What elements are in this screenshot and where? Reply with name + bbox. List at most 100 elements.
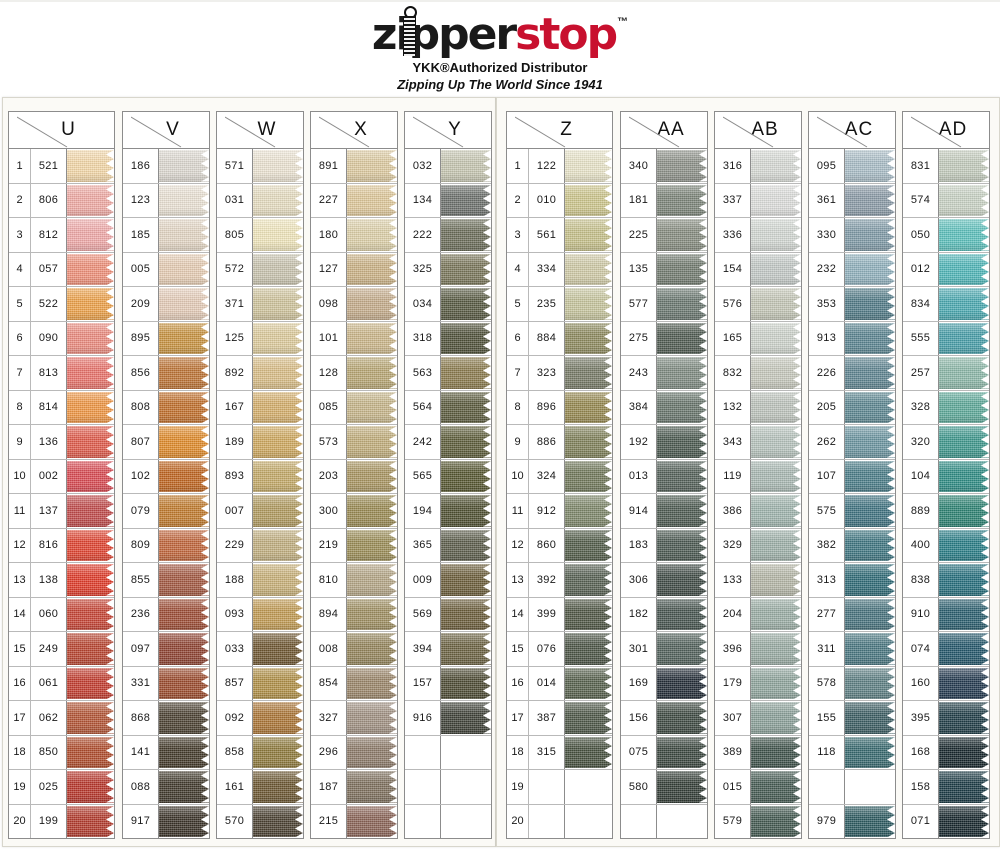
table-row[interactable]: 167	[217, 390, 303, 425]
table-row[interactable]: 838	[903, 563, 989, 598]
color-swatch[interactable]	[939, 597, 989, 631]
table-row[interactable]: 893	[217, 459, 303, 494]
table-row[interactable]: 384	[621, 390, 707, 425]
color-swatch[interactable]	[347, 287, 397, 321]
color-swatch[interactable]	[565, 183, 612, 217]
table-row[interactable]: 296	[311, 735, 397, 770]
table-row[interactable]: 8 896	[507, 390, 612, 425]
table-row[interactable]: 340	[621, 149, 707, 184]
table-row[interactable]: 013	[621, 459, 707, 494]
color-swatch[interactable]	[939, 287, 989, 321]
color-swatch[interactable]	[939, 735, 989, 769]
table-row[interactable]: 8 814	[9, 390, 114, 425]
color-swatch[interactable]	[939, 701, 989, 735]
table-row[interactable]: 858	[217, 735, 303, 770]
color-swatch[interactable]	[159, 563, 209, 597]
table-row[interactable]: 1 521	[9, 149, 114, 184]
color-swatch[interactable]	[845, 666, 895, 700]
table-row[interactable]: 128	[311, 356, 397, 391]
color-swatch[interactable]	[347, 494, 397, 528]
color-swatch[interactable]	[67, 563, 114, 597]
color-swatch[interactable]	[441, 149, 491, 183]
table-row[interactable]: 209	[123, 287, 209, 322]
table-row[interactable]	[405, 804, 491, 838]
color-swatch[interactable]	[657, 735, 707, 769]
color-swatch[interactable]	[441, 632, 491, 666]
table-row[interactable]: 320	[903, 425, 989, 460]
color-swatch[interactable]	[441, 597, 491, 631]
color-swatch[interactable]	[67, 597, 114, 631]
color-swatch[interactable]	[939, 632, 989, 666]
table-row[interactable]: 979	[809, 804, 895, 838]
table-row[interactable]: 203	[311, 459, 397, 494]
color-swatch[interactable]	[751, 390, 801, 424]
color-swatch[interactable]	[67, 804, 114, 838]
table-row[interactable]: 805	[217, 218, 303, 253]
color-swatch[interactable]	[939, 252, 989, 286]
table-row[interactable]: 18 315	[507, 735, 612, 770]
color-swatch[interactable]	[441, 563, 491, 597]
table-row[interactable]: 400	[903, 528, 989, 563]
table-row[interactable]	[405, 735, 491, 770]
color-swatch[interactable]	[845, 494, 895, 528]
table-row[interactable]: 300	[311, 494, 397, 529]
color-swatch[interactable]	[565, 356, 612, 390]
color-swatch[interactable]	[657, 528, 707, 562]
table-row[interactable]: 034	[405, 287, 491, 322]
color-swatch[interactable]	[347, 563, 397, 597]
color-swatch[interactable]	[347, 459, 397, 493]
table-row[interactable]: 4 057	[9, 252, 114, 287]
color-swatch[interactable]	[845, 804, 895, 838]
color-swatch[interactable]	[751, 459, 801, 493]
color-swatch[interactable]	[845, 356, 895, 390]
table-row[interactable]: 389	[715, 735, 801, 770]
table-row[interactable]: 916	[405, 701, 491, 736]
table-row[interactable]: 386	[715, 494, 801, 529]
table-row[interactable]: 183	[621, 528, 707, 563]
color-swatch[interactable]	[441, 459, 491, 493]
color-swatch[interactable]	[751, 218, 801, 252]
color-swatch[interactable]	[657, 701, 707, 735]
table-row[interactable]: 119	[715, 459, 801, 494]
color-swatch[interactable]	[657, 459, 707, 493]
color-swatch[interactable]	[657, 425, 707, 459]
color-swatch[interactable]	[751, 356, 801, 390]
color-swatch[interactable]	[657, 321, 707, 355]
color-swatch[interactable]	[751, 425, 801, 459]
color-swatch[interactable]	[441, 321, 491, 355]
table-row[interactable]: 396	[715, 632, 801, 667]
table-row[interactable]: 104	[903, 459, 989, 494]
color-swatch[interactable]	[939, 218, 989, 252]
table-row[interactable]: 910	[903, 597, 989, 632]
table-row[interactable]: 188	[217, 563, 303, 598]
table-row[interactable]: 134	[405, 183, 491, 218]
table-row[interactable]: 917	[123, 804, 209, 838]
color-swatch[interactable]	[159, 218, 209, 252]
color-swatch[interactable]	[751, 563, 801, 597]
color-swatch[interactable]	[441, 425, 491, 459]
color-swatch[interactable]	[845, 735, 895, 769]
table-row[interactable]: 156	[621, 701, 707, 736]
color-swatch[interactable]	[253, 356, 303, 390]
color-swatch[interactable]	[253, 632, 303, 666]
color-swatch[interactable]	[845, 459, 895, 493]
table-row[interactable]: 141	[123, 735, 209, 770]
table-row[interactable]: 336	[715, 218, 801, 253]
color-swatch[interactable]	[347, 149, 397, 183]
color-swatch[interactable]	[565, 563, 612, 597]
color-swatch[interactable]	[347, 804, 397, 838]
color-swatch[interactable]	[751, 321, 801, 355]
table-row[interactable]: 182	[621, 597, 707, 632]
color-swatch[interactable]	[159, 321, 209, 355]
table-row[interactable]: 301	[621, 632, 707, 667]
color-swatch[interactable]	[441, 356, 491, 390]
color-swatch[interactable]	[441, 218, 491, 252]
table-row[interactable]: 572	[217, 252, 303, 287]
table-row[interactable]: 5 522	[9, 287, 114, 322]
color-swatch[interactable]	[347, 528, 397, 562]
table-row[interactable]: 204	[715, 597, 801, 632]
table-row[interactable]: 892	[217, 356, 303, 391]
table-row[interactable]: 226	[809, 356, 895, 391]
color-swatch[interactable]	[253, 252, 303, 286]
table-row[interactable]: 563	[405, 356, 491, 391]
